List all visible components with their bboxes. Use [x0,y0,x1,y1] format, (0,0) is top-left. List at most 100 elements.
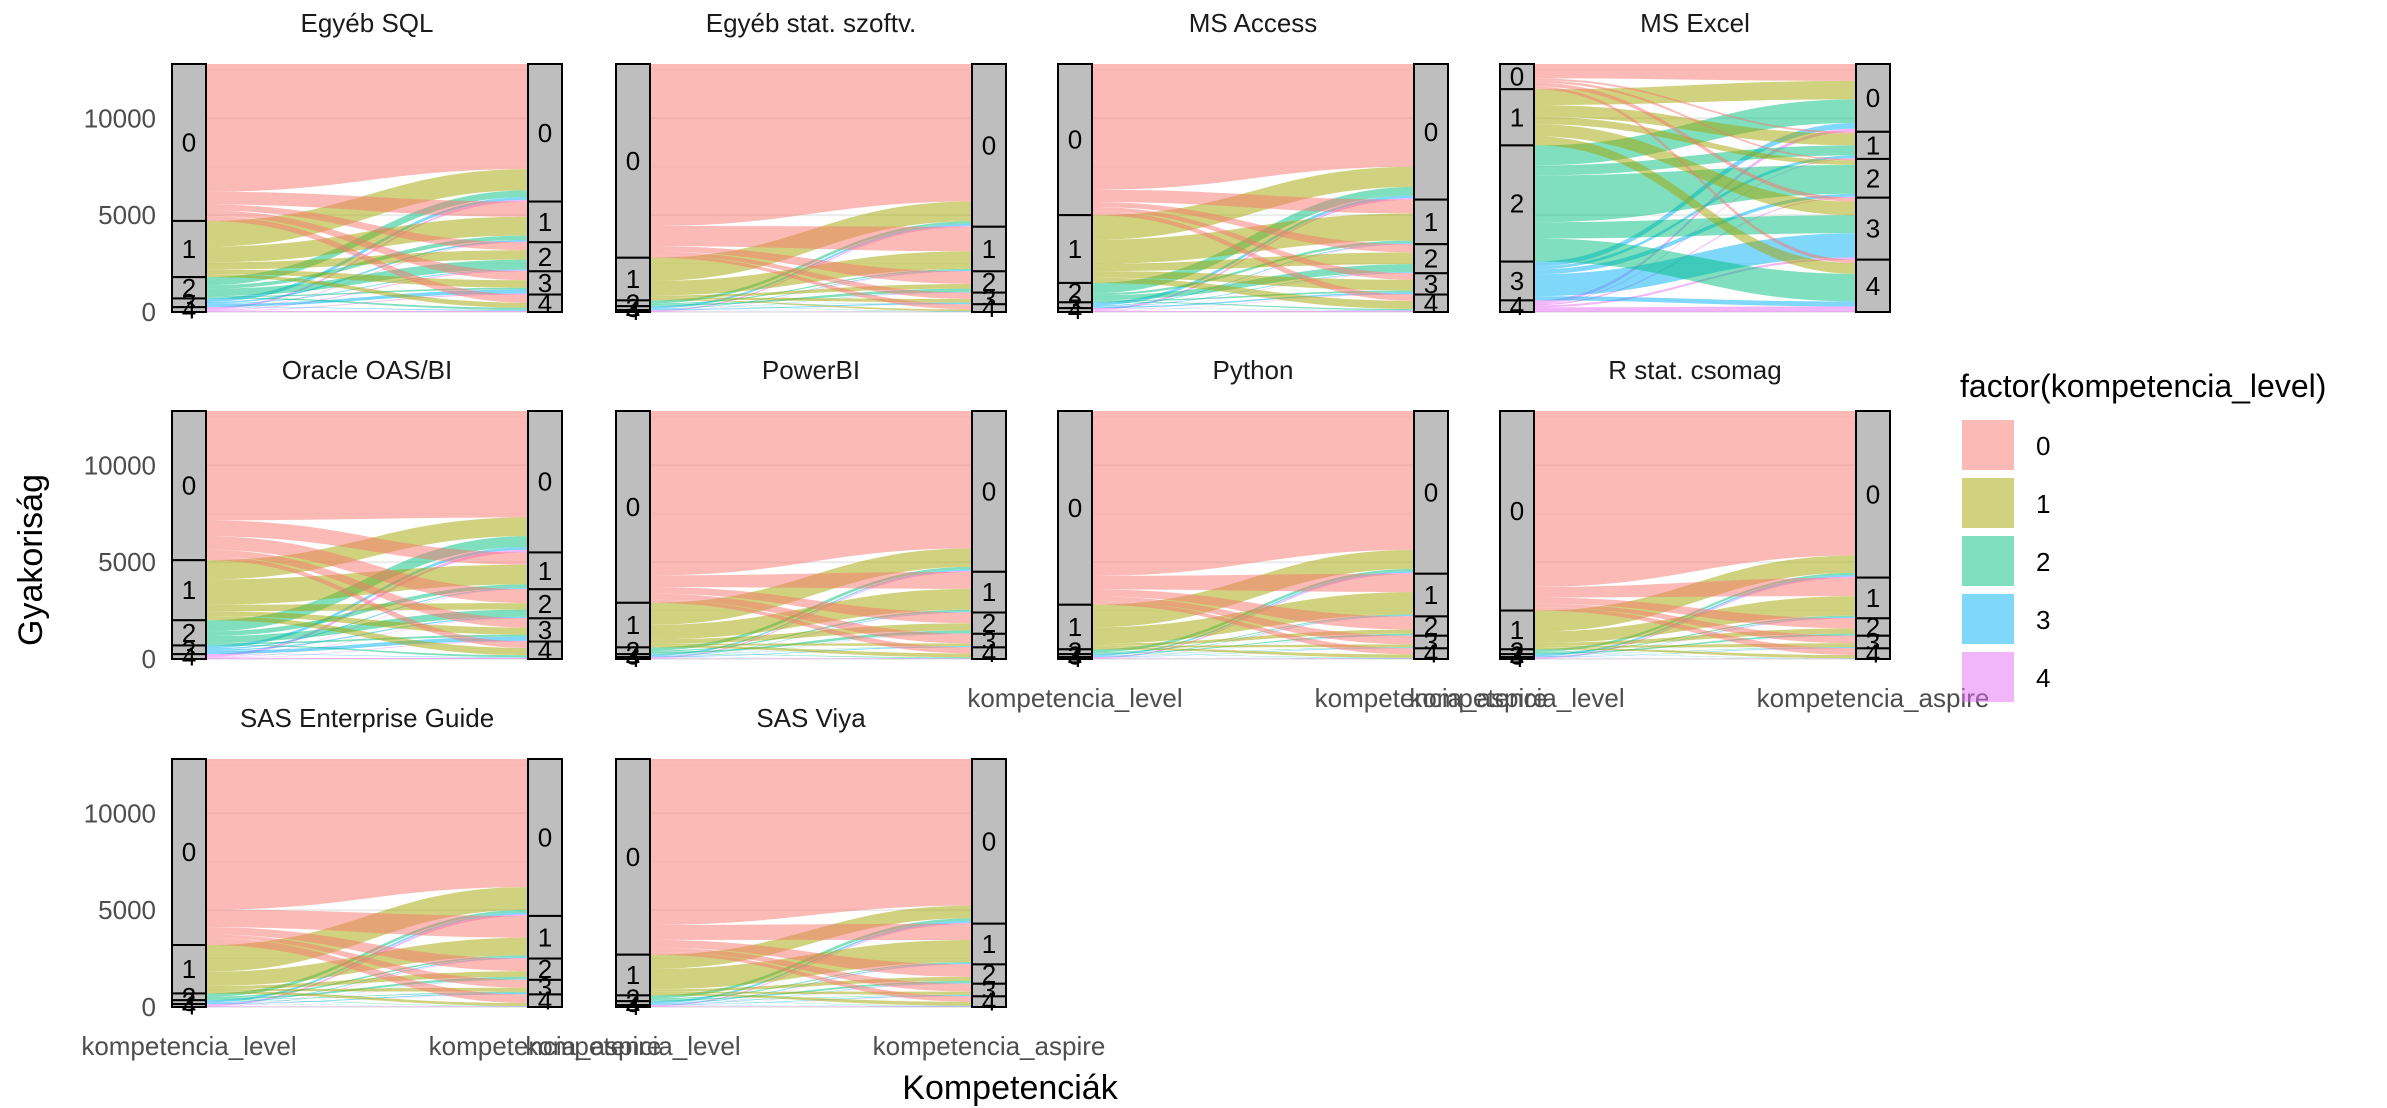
legend-swatch [1962,420,2014,470]
y-tick-label: 10000 [84,103,156,133]
stratum-label: 2 [1510,189,1524,219]
legend-label: 1 [2036,489,2050,519]
stratum-label: 0 [538,467,552,497]
stratum-box [971,758,1007,925]
stratum-box [1413,63,1449,201]
flow-ribbon [1534,653,1856,659]
flow-ribbon [206,269,528,288]
stratum-box [1057,307,1093,313]
stratum-label: 2 [182,273,196,303]
flow-ribbon [1092,64,1414,190]
flow-ribbon [650,647,972,659]
flow-ribbon [1534,64,1856,81]
stratum-label: 2 [1424,611,1438,641]
flow-ribbon [206,934,528,988]
flow-ribbon [1092,573,1414,593]
legend-label: 2 [2036,547,2050,577]
stratum-box [171,619,207,647]
flow-ribbon [650,996,972,1007]
flow-ribbon [1534,196,1856,306]
flow-ribbon [206,1003,528,1007]
flow-ribbon [650,1004,972,1007]
flow-ribbon [650,270,972,309]
stratum-box [1413,647,1449,660]
stratum-label: 1 [182,575,196,605]
stratum-label: 4 [1866,639,1880,669]
flow-ribbon [1534,577,1856,598]
stratum-box [615,953,651,997]
legend-swatch [1962,652,2014,702]
stratum-label: 1 [538,556,552,586]
flow-ribbon [206,979,528,1007]
flow-ribbon [206,644,528,658]
stratum-box [527,241,563,273]
flow-ribbon [206,274,528,308]
stratum-label: 2 [982,267,996,297]
flow-ribbon [1534,80,1856,161]
flow-ribbon [206,196,528,302]
y-tick-label: 0 [142,297,156,327]
stratum-label: 0 [982,476,996,506]
y-tick-label: 5000 [98,895,156,925]
x-tick-label: kompetencia_level [81,1031,296,1061]
stratum-label: 1 [1510,102,1524,132]
stratum-label: 4 [1068,295,1082,325]
flow-ribbon [1534,647,1856,659]
flow-ribbon [650,1006,972,1007]
flow-ribbon [650,633,972,659]
flow-ribbon [1092,201,1414,253]
flow-ribbon [1092,589,1414,630]
flow-ribbon [206,210,528,281]
stratum-box [971,225,1007,273]
flow-ribbon [650,939,972,977]
flow-ribbon [1534,99,1856,166]
stratum-label: 2 [1866,163,1880,193]
flow-ribbon [206,306,528,311]
stratum-label: 3 [626,293,640,323]
flow-ribbon [650,962,972,1000]
stratum-label: 0 [1424,117,1438,147]
stratum-label: 4 [982,293,996,323]
flow-ribbon [1534,145,1856,176]
legend: factor(kompetencia_level) 0 1 2 3 4 [1960,368,2326,702]
flow-ribbon [1092,411,1414,576]
stratum-box [527,758,563,917]
facet-title: Egyéb stat. szoftv. [706,8,917,38]
stratum-box [527,993,563,1008]
stratum-label: 4 [1424,639,1438,669]
flow-ribbon [206,191,528,217]
flow-ribbon [206,310,528,312]
flow-ribbon [650,952,972,1002]
legend-label: 4 [2036,663,2050,693]
stratum-label: 0 [1510,496,1524,526]
stratum-label: 1 [626,610,640,640]
stratum-label: 0 [1424,477,1438,507]
stratum-label: 1 [1510,615,1524,645]
flow-ribbon [650,593,972,644]
stratum-box [1057,214,1093,284]
flow-ribbon [1092,294,1414,312]
flow-ribbon [1534,86,1856,264]
stratum-label: 4 [982,638,996,668]
stratum-box [615,309,651,313]
flow-ribbon [206,909,528,997]
stratum-label: 1 [538,207,552,237]
flow-ribbon [1092,656,1414,659]
stratum-label: 1 [1424,207,1438,237]
stratum-box [1413,198,1449,246]
flow-ribbon [206,549,528,628]
flow-ribbon [650,283,972,298]
flow-ribbon [1092,647,1414,658]
flow-ribbon [206,64,528,192]
y-tick-label: 5000 [98,547,156,577]
y-tick-label: 0 [142,644,156,674]
stratum-box [1413,410,1449,575]
flow-ribbon [650,623,972,644]
flow-ribbon [650,246,972,284]
flow-ribbon [206,216,528,263]
flow-ribbon [206,556,528,648]
